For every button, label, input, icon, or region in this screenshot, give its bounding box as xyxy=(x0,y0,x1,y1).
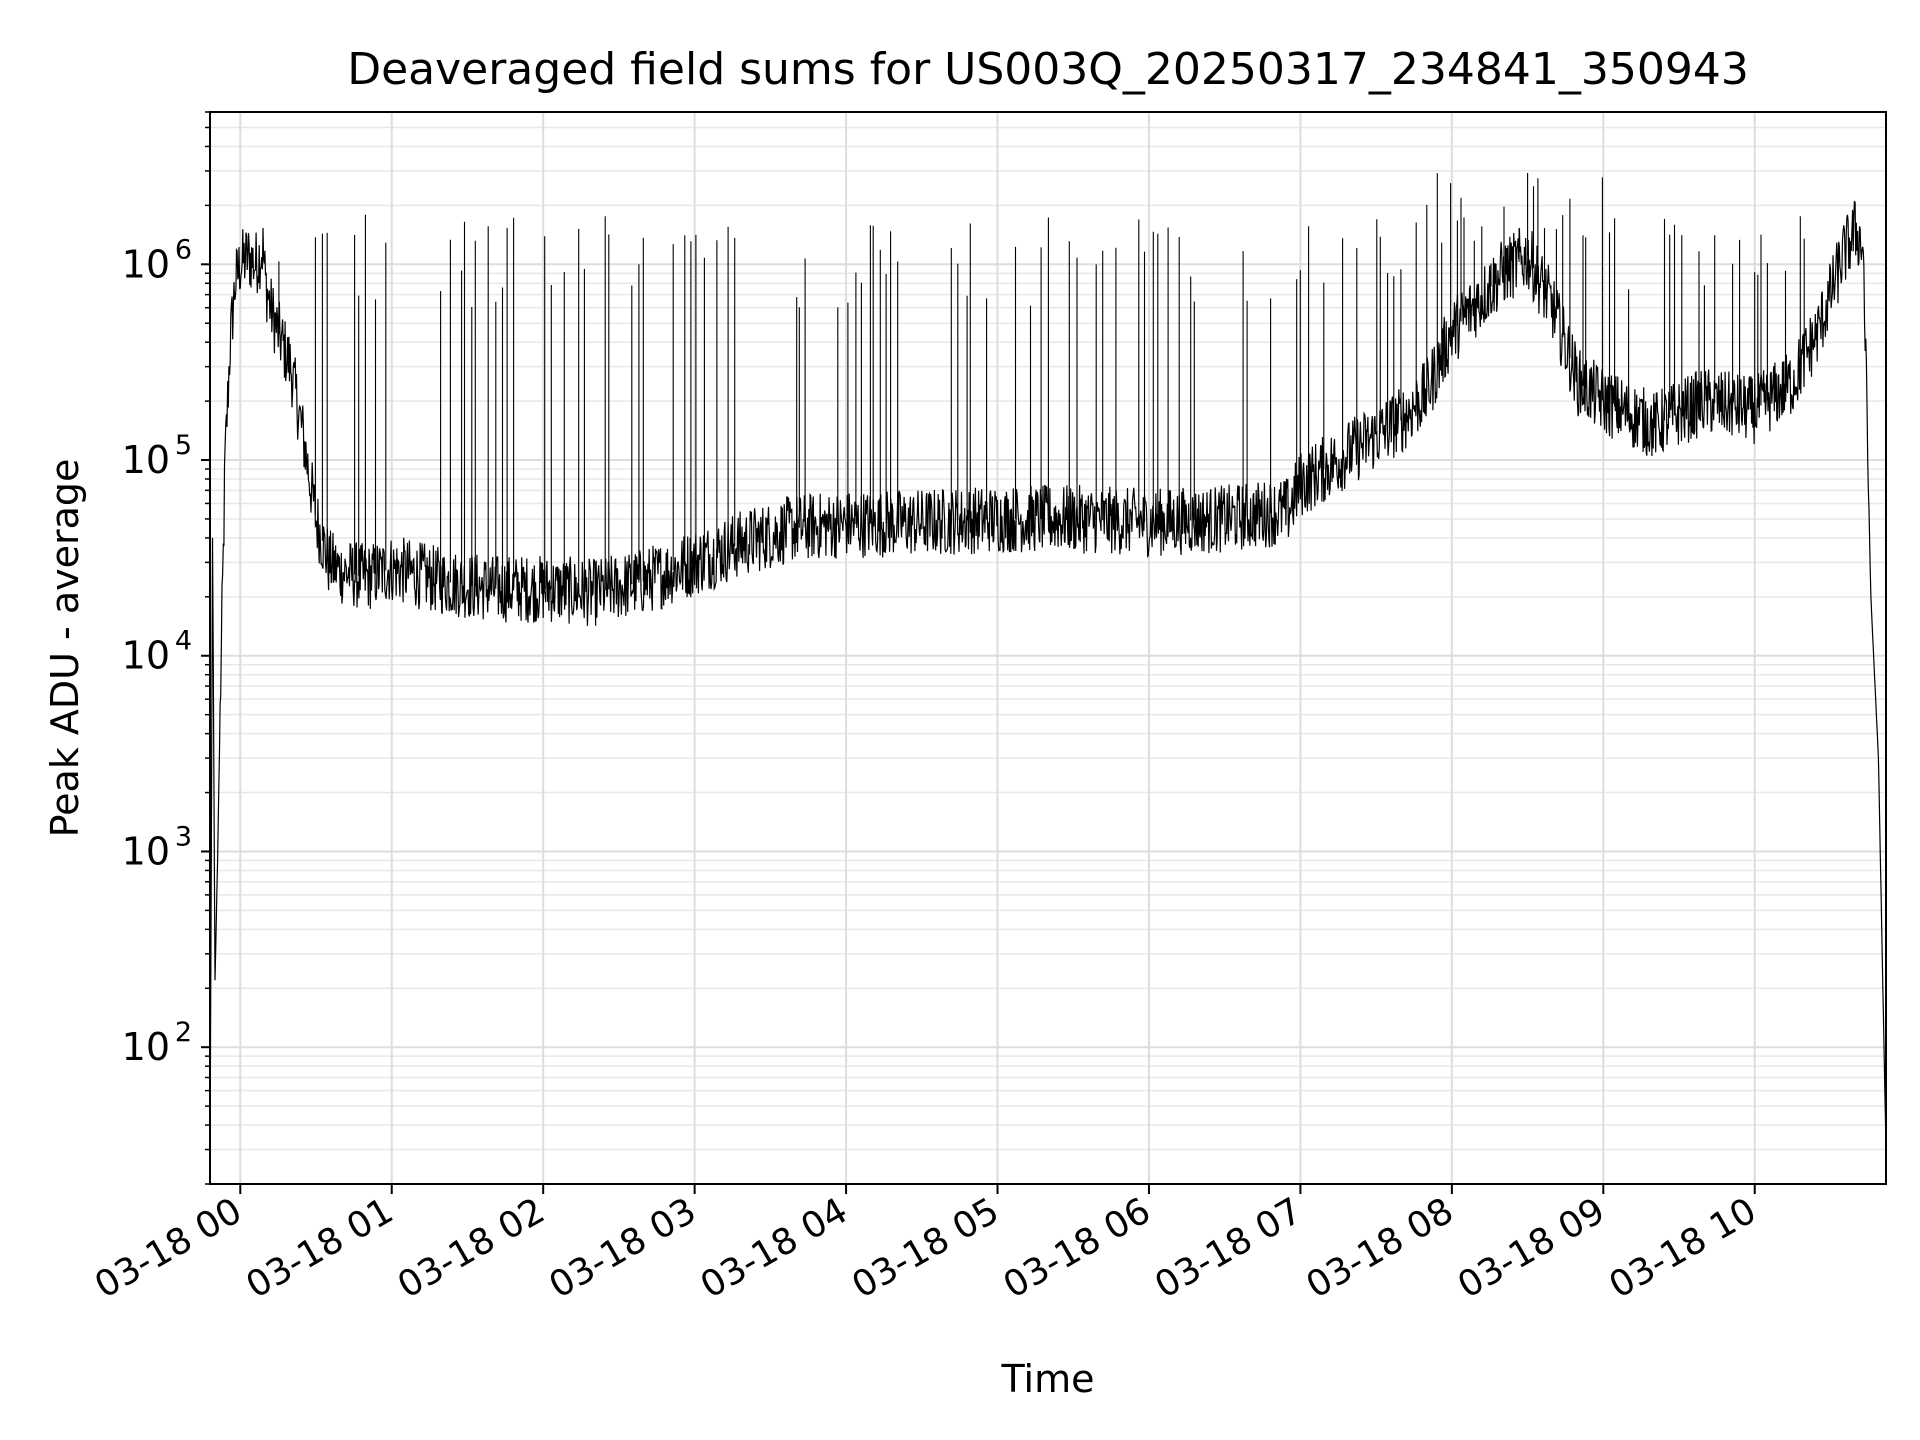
y-tick-label: 10 xyxy=(122,1025,170,1069)
plot-area-frame xyxy=(209,111,1887,1185)
chart-title: Deaveraged field sums for US003Q_2025031… xyxy=(347,44,1749,95)
series-spikes xyxy=(278,173,1805,592)
y-tick-label: 10 xyxy=(122,634,170,678)
y-tick-label: 10 xyxy=(122,829,170,873)
y-tick-exponent: 3 xyxy=(175,821,192,852)
y-tick-label: 10 xyxy=(122,242,170,286)
y-tick-label: 10 xyxy=(122,438,170,482)
y-tick-exponent: 2 xyxy=(175,1017,192,1048)
x-axis-label: Time xyxy=(1001,1357,1095,1401)
y-tick-exponent: 5 xyxy=(175,430,192,461)
spike-layer xyxy=(278,173,1805,592)
y-axis-label: Peak ADU - average xyxy=(43,459,87,838)
y-tick-exponent: 6 xyxy=(175,234,192,265)
y-tick-exponent: 4 xyxy=(175,626,192,657)
